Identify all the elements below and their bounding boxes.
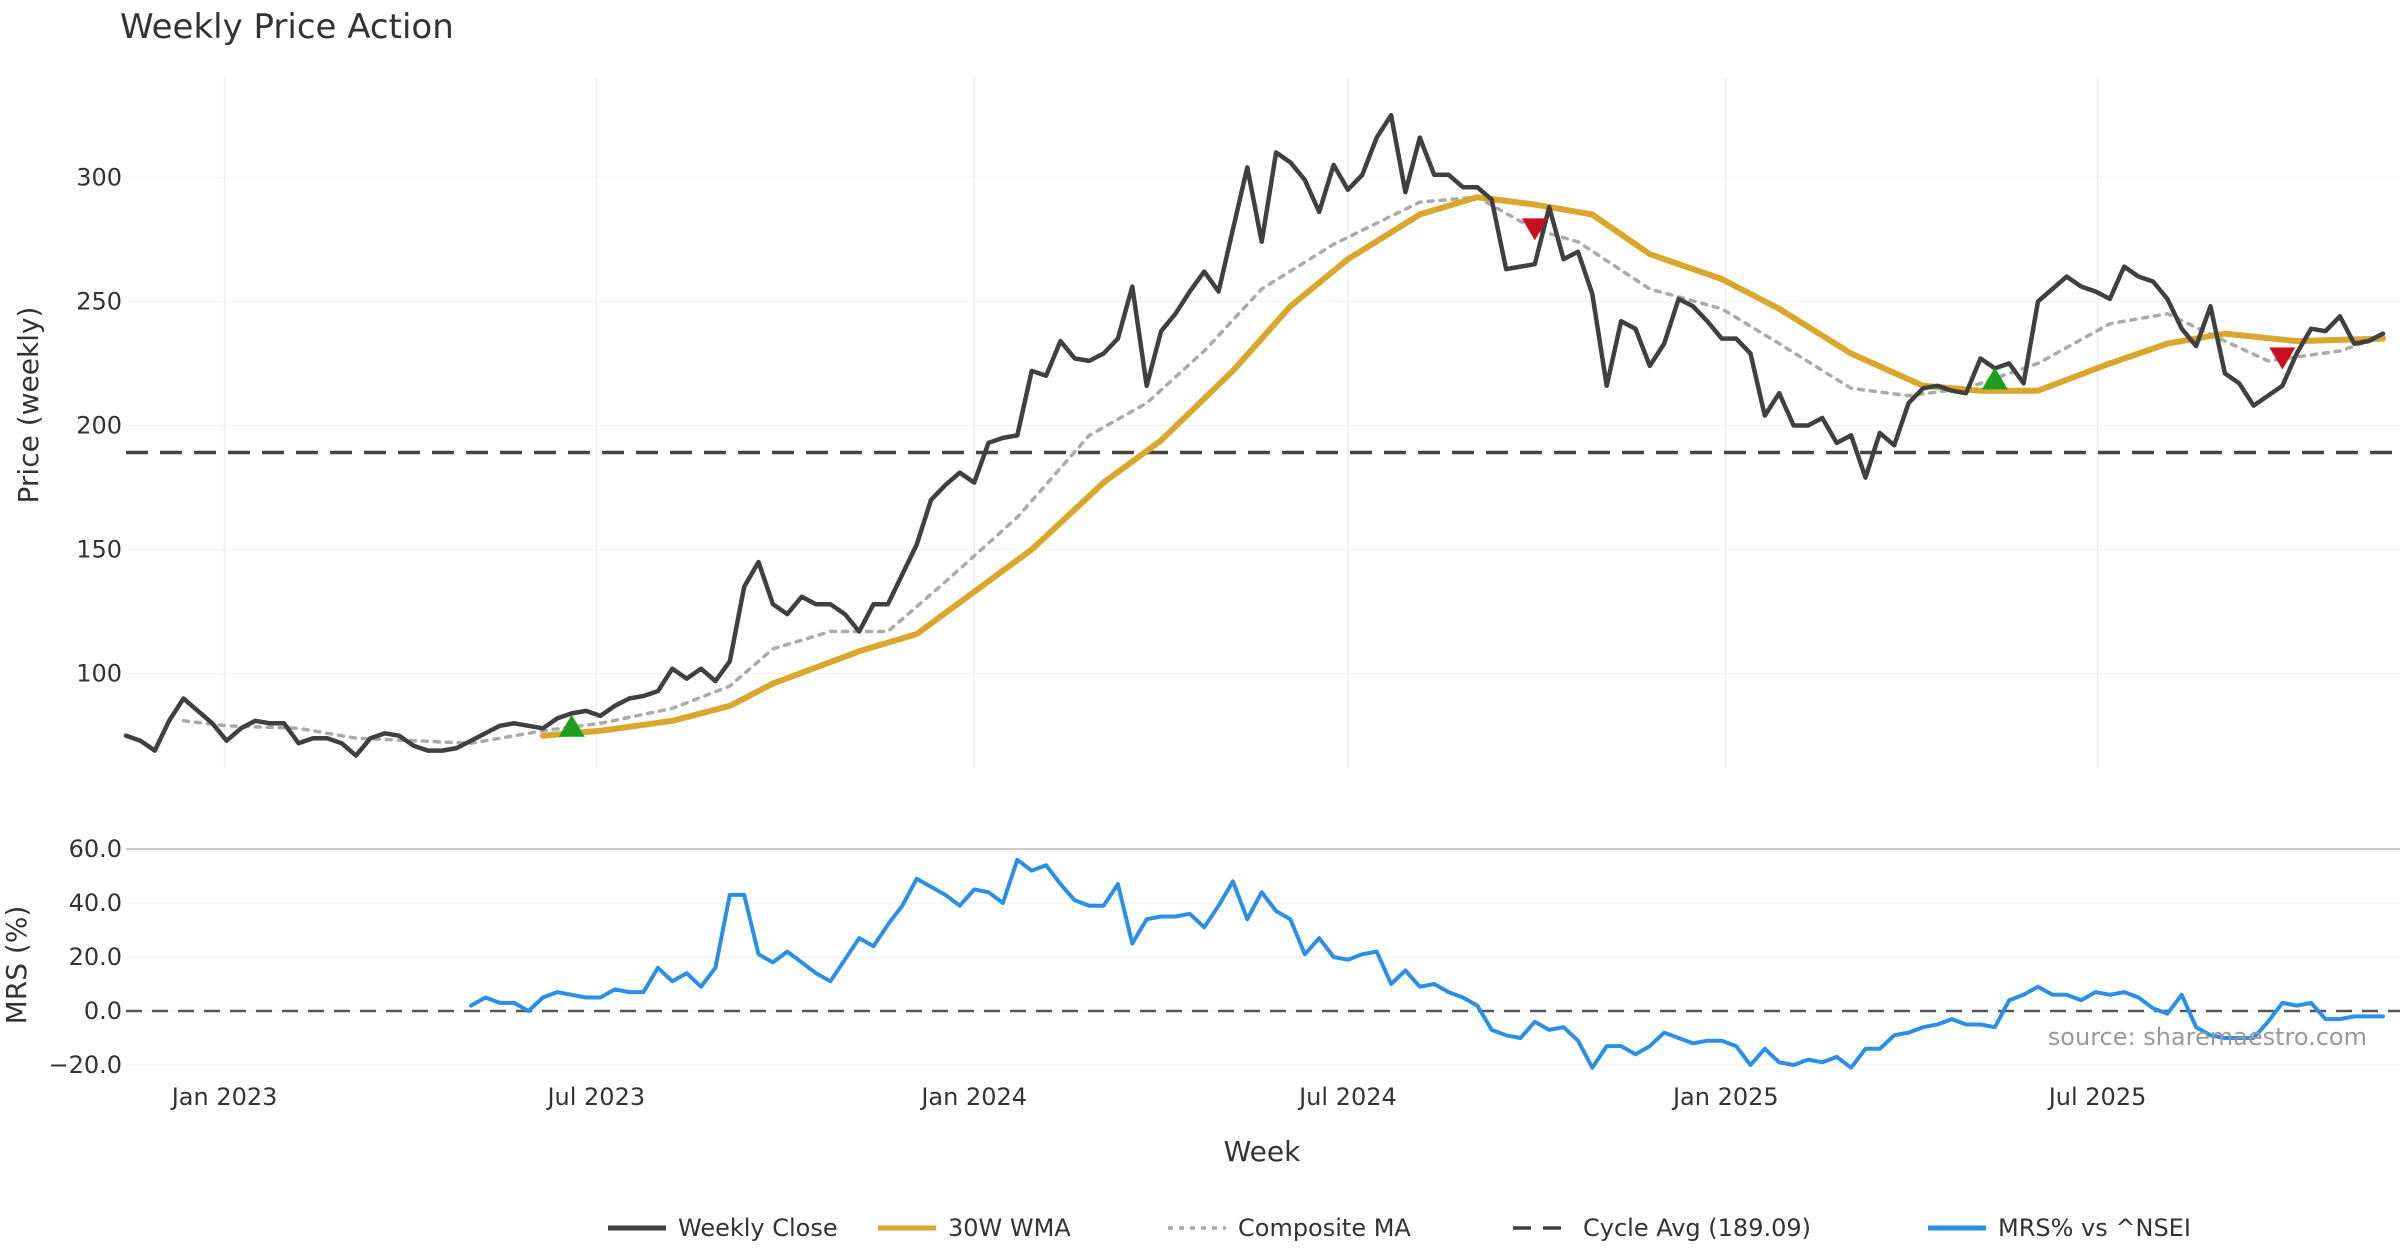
legend-label: Composite MA <box>1238 1214 1411 1242</box>
x-axis-label: Week <box>1224 1135 1301 1168</box>
mrs-y-tick-label: 0.0 <box>84 997 122 1025</box>
mrs-y-ticks: 60.0 40.0 20.0 0.0 −20.0 <box>48 835 122 1079</box>
mrs-y-tick-label: 40.0 <box>69 889 122 917</box>
price-y-tick-label: 250 <box>76 287 122 315</box>
x-tick-label: Jul 2025 <box>2047 1083 2147 1111</box>
mrs-gridlines <box>126 848 2400 1066</box>
legend-item: 30W WMA <box>878 1214 1071 1242</box>
legend-item: MRS% vs ^NSEI <box>1928 1214 2191 1242</box>
source-note: source: sharemaestro.com <box>2048 1023 2367 1051</box>
price-y-tick-label: 300 <box>76 163 122 191</box>
x-axis-ticks: Jan 2023 Jul 2023 Jan 2024 Jul 2024 Jan 2025… <box>170 1083 2147 1111</box>
mrs-y-tick-label: 20.0 <box>69 943 122 971</box>
price-y-axis-label: Price (weekly) <box>12 307 45 504</box>
legend-label: Weekly Close <box>678 1214 838 1242</box>
legend-label: MRS% vs ^NSEI <box>1998 1214 2191 1242</box>
x-tick-label: Jan 2024 <box>919 1083 1027 1111</box>
legend-item: Weekly Close <box>608 1214 838 1242</box>
x-tick-label: Jul 2024 <box>1297 1083 1397 1111</box>
chart-title: Weekly Price Action <box>120 7 454 47</box>
x-tick-label: Jan 2025 <box>1671 1083 1779 1111</box>
legend-label: Cycle Avg (189.09) <box>1583 1214 1811 1242</box>
price-y-ticks: 100 150 200 250 300 <box>76 163 122 687</box>
sell-signal-marker <box>1521 218 1548 241</box>
x-tick-label: Jan 2023 <box>170 1083 278 1111</box>
chart-legend: Weekly Close 30W WMA Composite MA Cycle Avg… <box>608 1214 2191 1242</box>
price-y-tick-label: 200 <box>76 411 122 439</box>
sell-signal-marker <box>2269 347 2296 370</box>
mrs-y-tick-label: −20.0 <box>48 1051 122 1079</box>
mrs-y-tick-label: 60.0 <box>69 835 122 863</box>
mrs-y-axis-label: MRS (%) <box>0 906 33 1025</box>
weekly-close-line <box>123 112 2386 758</box>
mrs-line <box>469 857 2385 1070</box>
buy-signal-marker <box>558 714 585 737</box>
buy-signal-marker <box>1981 367 2008 390</box>
signal-markers <box>558 218 2296 737</box>
price-y-tick-label: 100 <box>76 660 122 688</box>
price-y-tick-label: 150 <box>76 536 122 564</box>
legend-item: Cycle Avg (189.09) <box>1513 1214 1811 1242</box>
price-gridlines <box>126 78 2400 768</box>
x-tick-label: Jul 2023 <box>545 1083 645 1111</box>
wma-30w-line <box>539 194 2386 739</box>
composite-ma-line <box>181 195 2385 745</box>
legend-item: Composite MA <box>1168 1214 1411 1242</box>
legend-label: 30W WMA <box>948 1214 1071 1242</box>
